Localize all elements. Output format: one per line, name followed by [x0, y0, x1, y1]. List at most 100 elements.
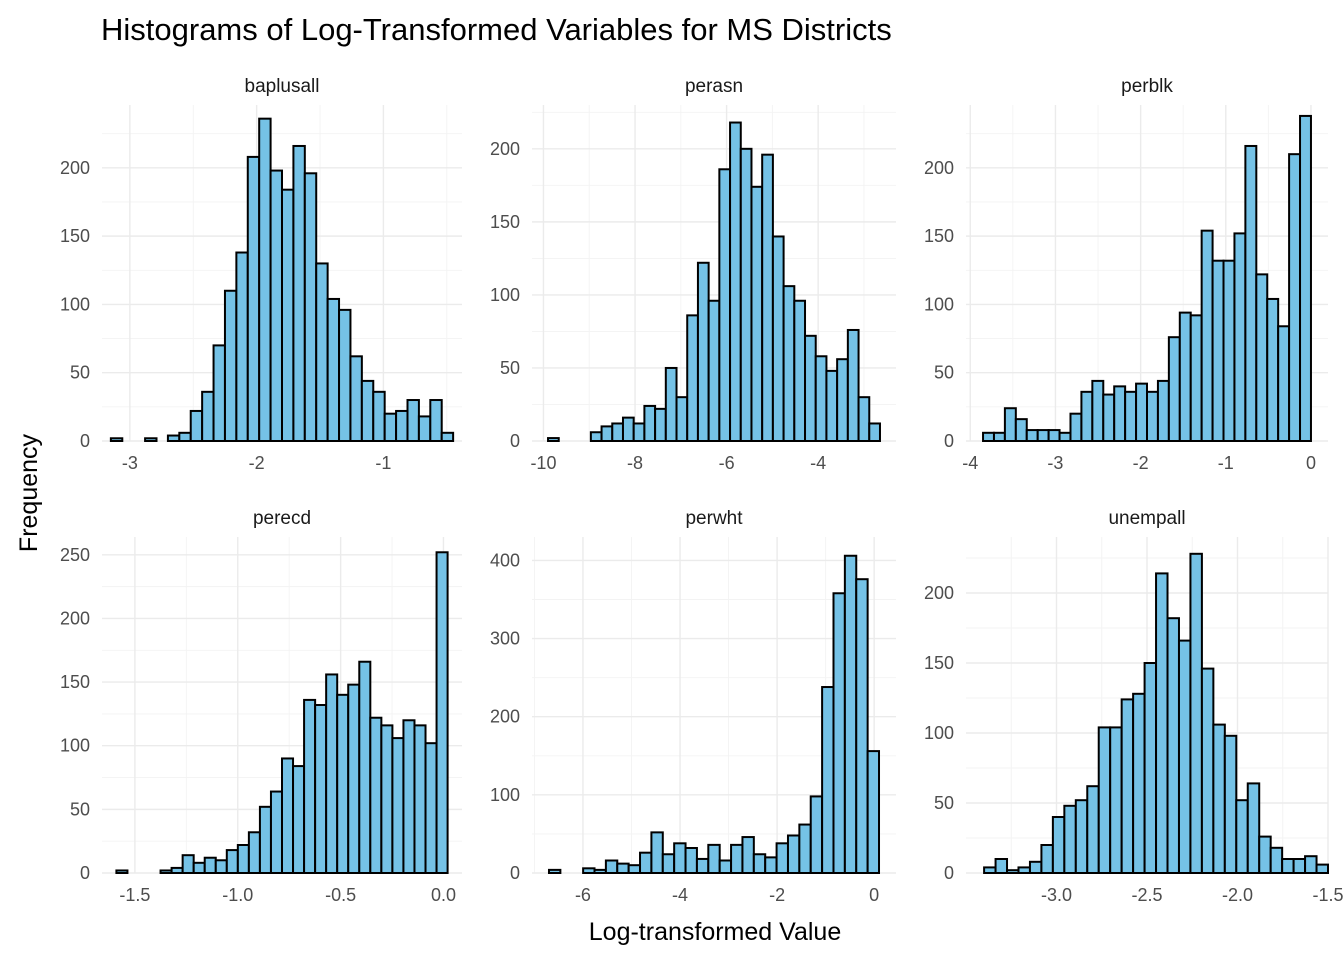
x-tick-label: -6 — [719, 453, 735, 473]
histogram-bar — [832, 592, 846, 874]
histogram-bar — [1235, 799, 1249, 875]
histogram-bar — [836, 358, 849, 443]
y-tick-label: 100 — [490, 285, 520, 305]
histogram-bar — [258, 117, 272, 442]
histogram-bar — [1109, 726, 1123, 875]
x-tick-label: 0.0 — [431, 885, 456, 905]
histogram-bar — [1143, 662, 1158, 874]
histogram-bar — [1124, 390, 1138, 442]
histogram-bar — [1167, 336, 1181, 443]
histogram-bar — [547, 437, 560, 442]
histogram-bar — [1223, 734, 1238, 874]
histogram-bar — [258, 805, 272, 874]
histogram-bar — [1200, 229, 1214, 442]
histogram-bar — [729, 121, 742, 443]
y-tick-label: 100 — [924, 294, 954, 314]
histogram-bar — [696, 261, 710, 443]
histogram-bar — [650, 831, 664, 874]
y-tick-label: 200 — [924, 583, 954, 603]
histogram-bar — [192, 861, 206, 874]
x-tick-label: -2.5 — [1131, 885, 1162, 905]
histogram-bar — [846, 328, 860, 442]
histogram-bar — [212, 344, 226, 443]
panel-baplusall: baplusall 0 50 100 150 200 -3 -2 -1 — [60, 76, 462, 473]
histogram-bar — [752, 853, 767, 875]
y-tick-label: 100 — [60, 736, 90, 756]
histogram-bar — [369, 716, 383, 875]
histogram-bar — [1266, 297, 1280, 443]
histogram-bar — [1292, 858, 1307, 874]
histogram-bar — [582, 867, 596, 875]
histogram-bar — [1120, 698, 1135, 875]
histogram-bar — [223, 289, 238, 442]
histogram-bar — [611, 422, 624, 443]
x-tick-label: -0.5 — [325, 885, 356, 905]
x-tick-label: -2.0 — [1222, 885, 1253, 905]
y-tick-label: 50 — [934, 793, 954, 813]
x-tick-label: -2 — [1133, 453, 1149, 473]
histogram-bar — [338, 308, 352, 442]
histogram-bar — [1091, 379, 1105, 442]
histogram-bar — [247, 831, 261, 874]
histogram-bar — [589, 431, 603, 442]
histogram-bar — [1222, 259, 1236, 442]
histogram-bar — [855, 578, 869, 875]
histogram-bar — [429, 399, 443, 442]
histogram-bar — [1258, 835, 1272, 874]
histogram-bar — [793, 299, 807, 443]
histogram-bar — [440, 431, 455, 442]
histogram-bar — [1299, 114, 1312, 443]
histogram-bar — [189, 409, 204, 443]
y-tick-label: 400 — [490, 550, 520, 570]
histogram-bar — [664, 366, 678, 442]
histogram-bar — [857, 396, 871, 443]
histogram-bar — [1155, 572, 1169, 875]
histogram-bar — [413, 724, 427, 875]
histogram-bar — [424, 742, 438, 874]
histogram-bar — [115, 869, 129, 874]
histogram-bar — [1074, 799, 1089, 875]
histogram-bar — [843, 554, 858, 874]
histogram-bar — [246, 155, 261, 442]
panel-perecd: perecd 0 50 100 150 200 250 -1.5 -1.0 -0.5 0.0 — [60, 508, 462, 905]
panel-perblk: perblk 0 50 100 150 200 -4 -3 -2 -1 0 — [924, 76, 1328, 473]
histogram-bar — [109, 437, 124, 442]
histogram-bar — [1028, 860, 1043, 874]
histogram-bar — [761, 153, 774, 443]
histogram-bar — [1269, 846, 1284, 874]
histogram-bar — [235, 251, 249, 442]
histogram-bar — [814, 355, 828, 442]
y-tick-label: 50 — [70, 799, 90, 819]
histogram-bar — [1069, 412, 1083, 442]
x-tick-label: -4 — [962, 453, 978, 473]
histogram-bar — [1212, 723, 1226, 874]
histogram-bar — [178, 431, 192, 442]
histogram-bar — [170, 866, 184, 875]
histogram-bar — [417, 415, 432, 443]
y-tick-label: 100 — [490, 785, 520, 805]
histogram-bar — [1211, 259, 1225, 442]
histogram-bar — [621, 416, 635, 443]
x-tick-label: -8 — [627, 453, 643, 473]
panel-perasn: perasn 0 50 100 150 200 -10 -8 -6 -4 — [490, 76, 896, 473]
histogram-bar — [684, 846, 698, 875]
histogram-bar — [1281, 858, 1295, 874]
histogram-bar — [391, 737, 405, 874]
y-tick-label: 0 — [80, 431, 90, 451]
histogram-bar — [718, 168, 732, 442]
histogram-bar — [1080, 390, 1094, 442]
histogram-bar — [281, 757, 295, 874]
histogram-bar — [358, 660, 372, 875]
histogram-bar — [1246, 782, 1261, 875]
histogram-bar — [782, 285, 796, 442]
histogram-bar — [1102, 393, 1116, 442]
histogram-bar — [673, 842, 687, 875]
histogram-bar — [1006, 869, 1020, 875]
histogram-bar — [707, 843, 721, 874]
histogram-bar — [600, 425, 614, 442]
histogram-bar — [292, 765, 306, 874]
y-tick-label: 300 — [490, 629, 520, 649]
histogram-bar — [686, 314, 699, 442]
histogram-bar — [1003, 407, 1017, 442]
y-tick-label: 250 — [60, 545, 90, 565]
